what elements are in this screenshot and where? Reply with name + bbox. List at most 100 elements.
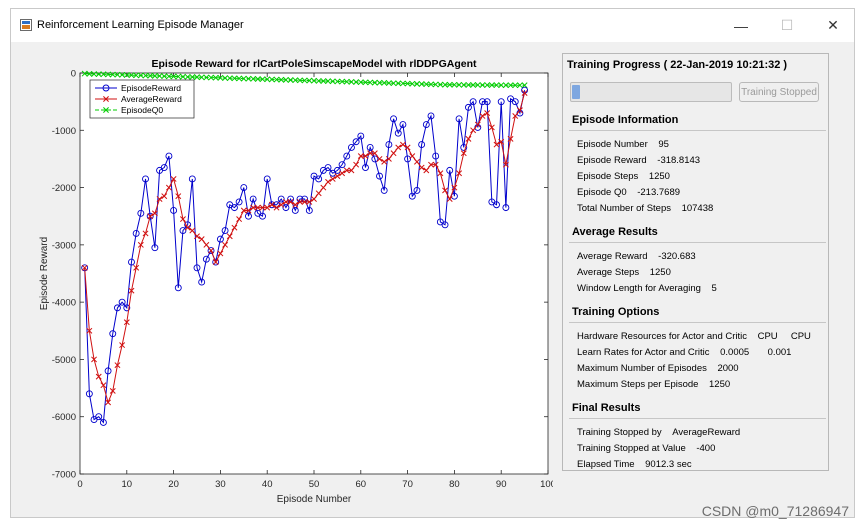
data-point-AverageReward xyxy=(446,196,453,202)
data-point-EpisodeReward xyxy=(132,229,140,237)
data-point-AverageReward xyxy=(371,150,378,157)
data-point-AverageReward xyxy=(264,204,271,211)
row-value: -400 xyxy=(696,443,716,454)
data-point-AverageReward xyxy=(109,387,116,394)
data-point-EpisodeQ0 xyxy=(414,80,420,87)
data-point-AverageReward xyxy=(512,113,519,119)
data-point-EpisodeQ0 xyxy=(184,73,191,80)
episode-steps-row: Episode Steps 1250 xyxy=(577,171,670,182)
data-point-EpisodeReward xyxy=(362,164,369,171)
x-tick-label: 60 xyxy=(356,479,367,490)
data-point-EpisodeQ0 xyxy=(311,77,317,84)
data-point-EpisodeReward xyxy=(343,152,351,160)
data-point-AverageReward xyxy=(395,144,402,151)
legend-marker xyxy=(102,84,110,92)
data-point-EpisodeReward xyxy=(128,258,135,266)
plot-area[interactable] xyxy=(79,72,549,475)
data-point-AverageReward xyxy=(390,150,397,157)
minimize-button[interactable]: — xyxy=(734,17,748,34)
data-point-AverageReward xyxy=(222,241,229,248)
data-point-EpisodeReward xyxy=(464,103,472,111)
data-point-EpisodeQ0 xyxy=(301,77,308,84)
row-value: -320.683 xyxy=(658,251,696,262)
data-point-AverageReward xyxy=(114,362,121,369)
training-stopped-button[interactable]: Training Stopped xyxy=(739,82,819,102)
data-point-AverageReward xyxy=(142,230,149,237)
data-point-EpisodeReward xyxy=(376,172,383,180)
data-point-AverageReward xyxy=(376,155,383,162)
y-tick-label: -2000 xyxy=(52,183,76,194)
data-point-EpisodeQ0 xyxy=(217,74,224,81)
data-point-AverageReward xyxy=(311,196,317,202)
data-point-AverageReward xyxy=(105,399,112,406)
data-point-EpisodeQ0 xyxy=(395,80,402,87)
section-title: Final Results xyxy=(572,402,641,414)
data-point-AverageReward xyxy=(456,170,463,177)
data-point-EpisodeQ0 xyxy=(474,82,481,88)
data-point-EpisodeQ0 xyxy=(91,71,97,77)
data-point-AverageReward xyxy=(348,167,355,174)
x-axis-label: Episode Number xyxy=(277,494,352,505)
training-progress-panel: Training Progress ( 22-Jan-2019 10:21:32… xyxy=(562,53,829,471)
title-bar[interactable]: Reinforcement Learning Episode Manager —… xyxy=(11,9,854,42)
data-point-EpisodeQ0 xyxy=(86,70,93,77)
row-label: Maximum Number of Episodes xyxy=(577,363,707,374)
data-point-EpisodeQ0 xyxy=(81,70,88,77)
window-title: Reinforcement Learning Episode Manager xyxy=(37,19,244,31)
data-point-AverageReward xyxy=(151,210,158,217)
data-point-AverageReward xyxy=(226,233,233,240)
data-point-EpisodeReward xyxy=(357,132,365,140)
data-point-EpisodeReward xyxy=(174,284,182,292)
x-tick-label: 30 xyxy=(215,479,226,490)
data-point-EpisodeReward xyxy=(212,258,220,266)
data-point-EpisodeReward xyxy=(85,390,93,398)
data-point-AverageReward xyxy=(137,241,144,248)
data-point-EpisodeQ0 xyxy=(268,76,275,83)
data-point-AverageReward xyxy=(292,201,299,208)
max-steps-row: Maximum Steps per Episode 1250 xyxy=(577,379,730,390)
data-point-EpisodeReward xyxy=(469,98,477,106)
y-tick-label: 0 xyxy=(71,69,76,80)
maximize-button[interactable]: ☐ xyxy=(780,17,794,33)
data-point-EpisodeReward xyxy=(137,209,145,217)
series-EpisodeReward xyxy=(81,86,529,426)
data-point-EpisodeQ0 xyxy=(315,77,322,84)
data-point-AverageReward xyxy=(399,141,406,148)
close-button[interactable]: ✕ xyxy=(827,17,839,33)
max-episodes-row: Maximum Number of Episodes 2000 xyxy=(577,363,739,374)
series-EpisodeQ0 xyxy=(81,70,528,89)
csdn-watermark: CSDN @m0_71286947 xyxy=(701,503,849,519)
data-point-EpisodeQ0 xyxy=(507,82,514,89)
data-point-EpisodeQ0 xyxy=(376,79,383,86)
row-value: CPU CPU xyxy=(757,331,811,342)
data-point-EpisodeReward xyxy=(394,129,402,137)
data-point-EpisodeQ0 xyxy=(297,77,303,84)
section-title: Average Results xyxy=(572,226,658,238)
data-point-EpisodeQ0 xyxy=(226,75,233,82)
data-point-EpisodeQ0 xyxy=(175,73,182,80)
data-point-AverageReward xyxy=(357,153,364,160)
series-layer xyxy=(81,70,529,426)
data-point-AverageReward xyxy=(432,161,439,168)
average-reward-row: Average Reward -320.683 xyxy=(577,251,696,262)
data-point-EpisodeReward xyxy=(497,98,505,106)
row-value: -318.8143 xyxy=(657,155,701,166)
data-point-AverageReward xyxy=(231,224,238,231)
row-label: Total Number of Steps xyxy=(577,203,671,214)
data-point-EpisodeReward xyxy=(347,144,355,151)
data-point-AverageReward xyxy=(100,382,107,389)
data-point-EpisodeQ0 xyxy=(142,72,149,79)
data-point-EpisodeQ0 xyxy=(451,81,458,88)
data-point-EpisodeReward xyxy=(249,195,257,203)
total-steps-row: Total Number of Steps 107438 xyxy=(577,203,713,214)
data-point-EpisodeQ0 xyxy=(222,75,229,81)
data-point-EpisodeReward xyxy=(413,186,421,194)
data-point-EpisodeQ0 xyxy=(109,71,116,78)
data-point-EpisodeReward xyxy=(502,204,510,212)
data-point-EpisodeQ0 xyxy=(100,71,107,78)
row-value: 0.0005 0.001 xyxy=(720,347,792,358)
data-point-AverageReward xyxy=(240,207,247,214)
data-point-EpisodeQ0 xyxy=(456,81,463,88)
data-point-EpisodeQ0 xyxy=(254,76,261,82)
